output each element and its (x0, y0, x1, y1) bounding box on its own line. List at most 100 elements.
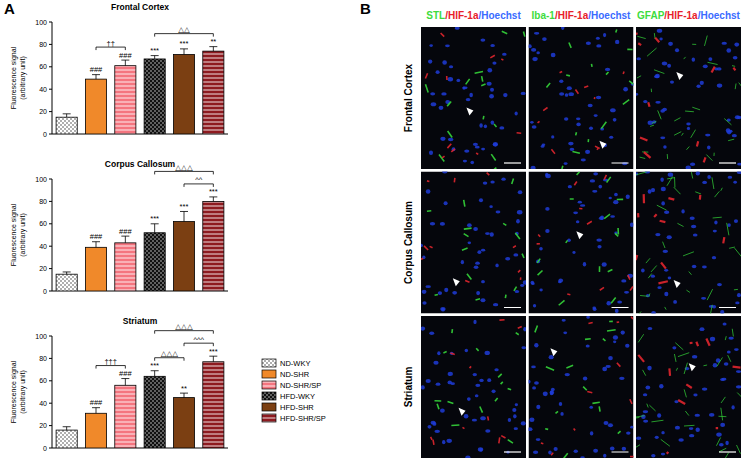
green-signal (476, 348, 478, 351)
green-signal (676, 368, 677, 371)
green-signal (443, 352, 446, 353)
nucleus (554, 447, 558, 451)
red-signal (501, 436, 505, 438)
nucleus (442, 60, 447, 65)
nucleus (701, 297, 706, 300)
chart-title: Corpus Callosum (105, 159, 176, 169)
error-bar (63, 272, 71, 274)
nucleus (589, 126, 593, 130)
green-signal (721, 188, 723, 191)
nucleus (565, 93, 569, 97)
nucleus (613, 200, 618, 204)
green-signal (587, 139, 589, 142)
red-signal (430, 246, 433, 247)
nucleus (534, 343, 538, 348)
red-signal (575, 89, 578, 93)
red-signal (574, 429, 576, 431)
green-signal (629, 81, 633, 85)
red-signal (668, 198, 674, 200)
column-header-part: /HIF-1a (445, 10, 479, 21)
nucleus (581, 159, 586, 162)
red-signal (617, 321, 620, 323)
nucleus (660, 178, 664, 182)
nucleus (446, 439, 451, 443)
red-signal (447, 144, 451, 148)
nucleus (559, 402, 562, 406)
legend-swatch (262, 414, 276, 422)
nucleus (476, 291, 480, 295)
nucleus (436, 70, 440, 74)
green-signal (707, 62, 717, 64)
green-signal (492, 168, 497, 169)
green-signal (538, 270, 543, 275)
nucleus (431, 102, 437, 106)
nucleus (520, 284, 524, 287)
nucleus (562, 319, 566, 322)
nucleus (487, 82, 492, 86)
column-header-part: Iba-1 (532, 10, 556, 21)
nucleus (573, 211, 578, 214)
y-axis (52, 336, 53, 448)
column-header: STL/HIF-1a/Hoechst (426, 10, 521, 21)
row-label: Striatum (403, 367, 414, 408)
nucleus (603, 454, 606, 458)
error-cap (151, 370, 159, 371)
significance: *** (150, 214, 159, 223)
red-signal (518, 270, 520, 272)
nucleus (475, 394, 479, 397)
nucleus (726, 128, 730, 132)
nucleus (712, 256, 716, 259)
red-signal (643, 194, 646, 203)
significance: ** (210, 37, 216, 46)
nucleus (515, 112, 518, 116)
panel-label: A (4, 0, 15, 17)
row-label: Corpus Callosum (403, 201, 414, 284)
green-signal (677, 223, 683, 226)
nucleus (641, 269, 645, 273)
nucleus (578, 201, 582, 204)
nucleus (558, 279, 563, 283)
red-signal (462, 427, 464, 428)
nucleus (722, 378, 727, 381)
green-signal (545, 428, 548, 430)
nucleus (485, 351, 490, 355)
scale-bar (504, 162, 521, 163)
significance: *** (209, 187, 218, 196)
green-signal (674, 187, 681, 194)
column-header-part: /Hoechst (698, 10, 741, 21)
nucleus (570, 148, 575, 151)
error-line (125, 379, 126, 386)
nucleus (712, 305, 716, 308)
nucleus (505, 257, 510, 260)
nucleus (693, 393, 697, 396)
green-signal (577, 172, 580, 175)
arrow (676, 72, 683, 80)
nucleus (692, 355, 698, 359)
nucleus (475, 384, 480, 387)
y-tick (49, 448, 52, 449)
nucleus (668, 277, 672, 280)
nucleus (542, 37, 547, 41)
nucleus (563, 331, 567, 334)
red-signal (690, 342, 693, 345)
nucleus (681, 209, 684, 213)
nucleus (636, 437, 641, 440)
nucleus (499, 126, 504, 129)
green-signal (703, 364, 707, 366)
red-signal (686, 384, 692, 388)
nucleus (532, 125, 537, 128)
red-signal (538, 121, 540, 123)
micrograph (529, 316, 634, 458)
nucleus (421, 326, 425, 330)
red-signal (712, 67, 715, 73)
nucleus (487, 378, 491, 382)
nucleus (442, 440, 445, 444)
nucleus (480, 38, 485, 41)
nucleus (605, 365, 610, 368)
nucleus (473, 143, 478, 146)
nucleus (693, 233, 698, 236)
nucleus (735, 301, 739, 304)
nucleus (606, 301, 611, 305)
nucleus (655, 233, 660, 236)
y-tick-label: 100 (35, 19, 47, 26)
